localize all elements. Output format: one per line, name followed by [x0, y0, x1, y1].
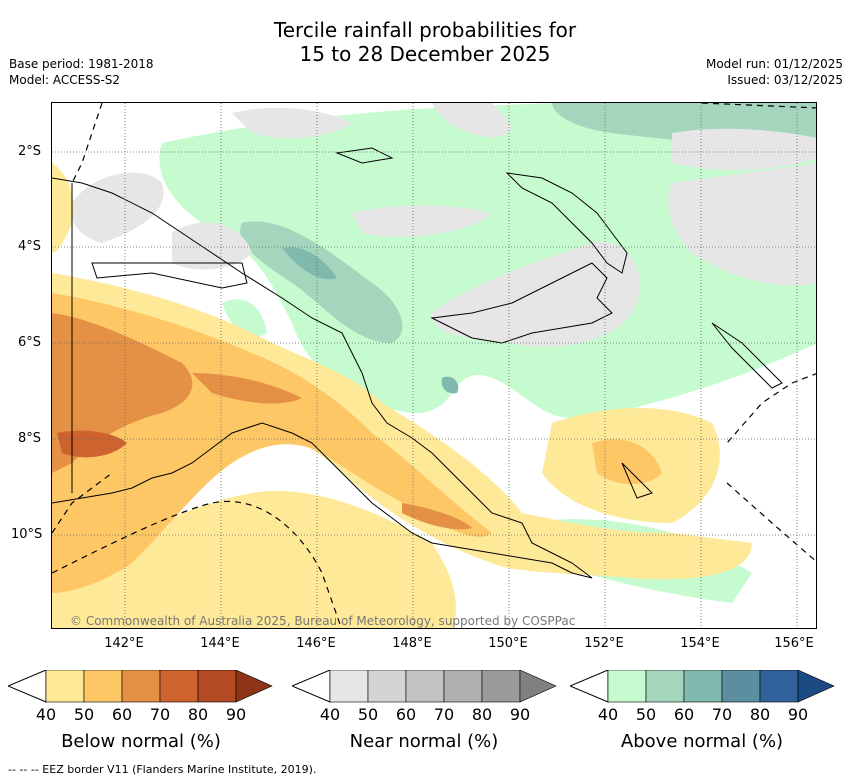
- swatch: [519, 670, 557, 703]
- swatch: [329, 670, 369, 703]
- swatch: [235, 670, 273, 703]
- title-line-2: 15 to 28 December 2025: [299, 42, 551, 66]
- map-canvas: [52, 103, 816, 628]
- map-title: Tercile rainfall probabilities for 15 to…: [0, 18, 850, 66]
- swatch: [443, 670, 483, 703]
- swatch: [197, 670, 237, 703]
- lon-label: 146°E: [296, 636, 336, 651]
- legend-tick: 90: [787, 705, 809, 724]
- swatch: [683, 670, 723, 703]
- legend-tick: 80: [749, 705, 771, 724]
- swatch: [481, 670, 521, 703]
- swatch: [721, 670, 761, 703]
- base-period: Base period: 1981-2018: [9, 57, 154, 71]
- lat-label: 4°S: [18, 239, 42, 254]
- below-normal-colorbar: [8, 670, 273, 703]
- issued-date: Issued: 03/12/2025: [727, 73, 843, 87]
- legend-tick: 40: [35, 705, 57, 724]
- swatch: [797, 670, 835, 703]
- swatch: [367, 670, 407, 703]
- legend-tick: 60: [111, 705, 133, 724]
- lat-label: 10°S: [11, 527, 43, 542]
- lat-label: 8°S: [18, 431, 42, 446]
- swatch: [159, 670, 199, 703]
- legend-tick: 70: [711, 705, 733, 724]
- coastlines: [52, 147, 783, 579]
- legend-tick: 60: [673, 705, 695, 724]
- lat-label: 2°S: [18, 144, 42, 159]
- legend-tick: 70: [149, 705, 171, 724]
- swatch: [45, 670, 85, 703]
- model-run: Model run: 01/12/2025: [705, 57, 843, 71]
- below-normal-shading: [52, 163, 752, 628]
- lon-label: 144°E: [200, 636, 240, 651]
- legend-tick: 90: [225, 705, 247, 724]
- above-normal-colorbar: [570, 670, 835, 703]
- legend-tick: 50: [73, 705, 95, 724]
- swatch: [759, 670, 799, 703]
- above-normal-title: Above normal (%): [620, 731, 784, 752]
- legend-tick: 80: [471, 705, 493, 724]
- legend-tick: 80: [187, 705, 209, 724]
- below-normal-title: Below normal (%): [61, 731, 221, 752]
- lat-label: 6°S: [18, 335, 42, 350]
- eez-footnote: -- -- -- EEZ border V11 (Flanders Marine…: [8, 763, 317, 776]
- legend-tick: 50: [357, 705, 379, 724]
- near-normal-shading: [71, 103, 816, 347]
- eez-borders: [52, 103, 816, 628]
- lon-label: 150°E: [488, 636, 528, 651]
- near-normal-colorbar: [292, 670, 557, 703]
- legend-tick: 50: [635, 705, 657, 724]
- copyright-credit: © Commonwealth of Australia 2025, Bureau…: [70, 614, 576, 628]
- title-line-1: Tercile rainfall probabilities for: [273, 18, 577, 42]
- legend-tick: 40: [597, 705, 619, 724]
- lon-label: 142°E: [104, 636, 144, 651]
- near-normal-title: Near normal (%): [349, 731, 499, 752]
- legend-tick: 70: [433, 705, 455, 724]
- lon-label: 156°E: [774, 636, 814, 651]
- lon-label: 152°E: [584, 636, 624, 651]
- meta-right: Model run: 01/12/2025 Issued: 03/12/2025: [706, 56, 843, 88]
- legend-tick: 90: [509, 705, 531, 724]
- lon-label: 148°E: [392, 636, 432, 651]
- meta-left: Base period: 1981-2018 Model: ACCESS-S2: [9, 56, 154, 88]
- swatch: [121, 670, 161, 703]
- legend-tick: 60: [395, 705, 417, 724]
- lon-label: 154°E: [680, 636, 720, 651]
- swatch: [83, 670, 123, 703]
- swatch: [607, 670, 647, 703]
- legend-tick: 40: [319, 705, 341, 724]
- graticule: [52, 103, 816, 628]
- model-name: Model: ACCESS-S2: [9, 73, 121, 87]
- probability-map: [51, 102, 817, 629]
- swatch: [405, 670, 445, 703]
- swatch: [645, 670, 685, 703]
